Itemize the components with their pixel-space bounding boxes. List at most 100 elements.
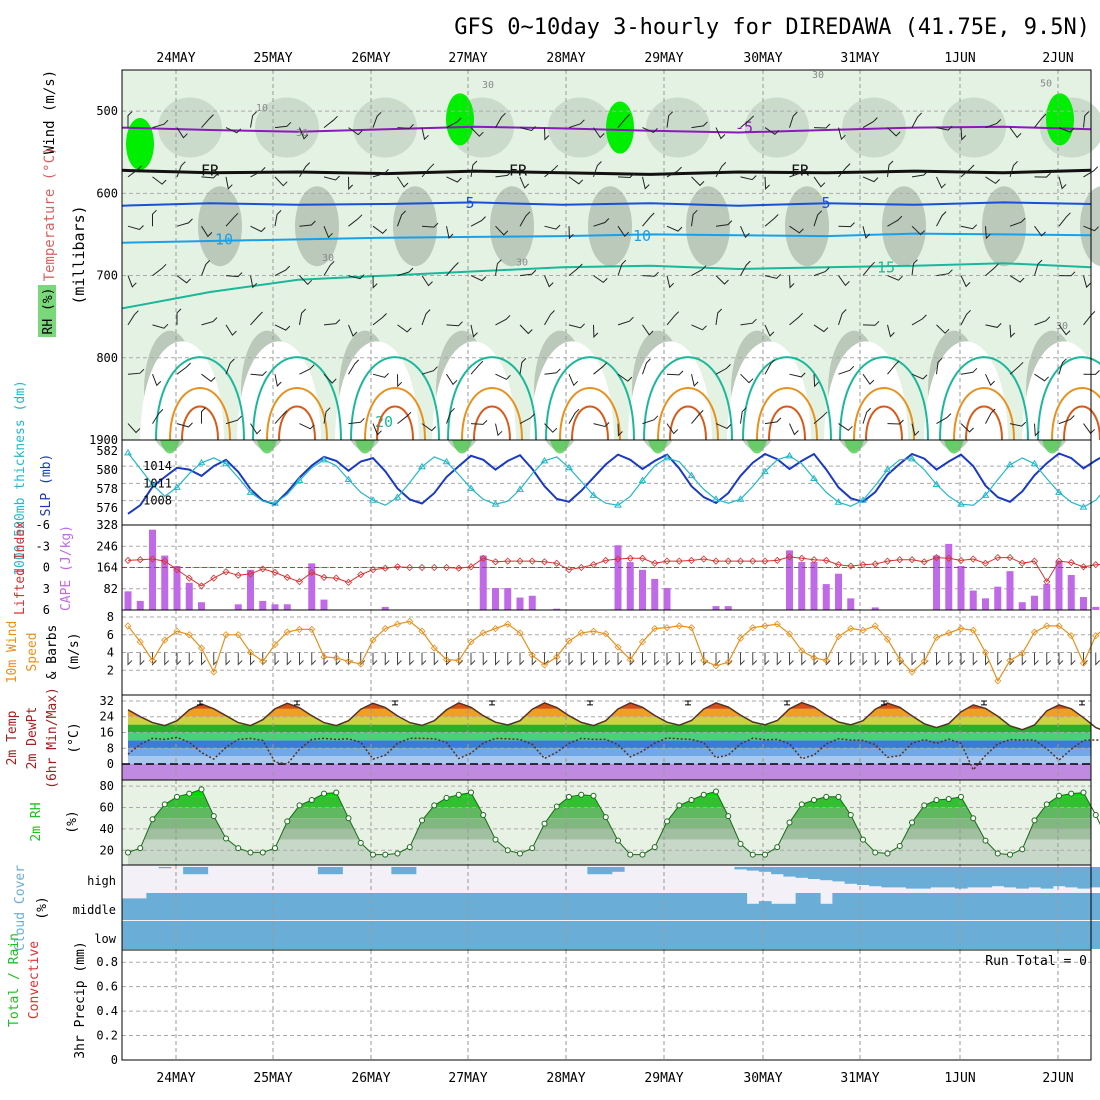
- rh-green-core: [606, 101, 634, 154]
- rh2m-marker: [651, 844, 658, 851]
- minmax-bar: [197, 700, 203, 706]
- li-marker: [847, 562, 855, 570]
- wind-barb: [421, 222, 439, 228]
- cloud-cell: [183, 867, 196, 875]
- wind-barb: [642, 358, 651, 375]
- li-marker: [369, 566, 377, 574]
- wind-barb: [225, 415, 242, 425]
- cloud-cell: [844, 867, 858, 884]
- cloud-cell: [783, 921, 797, 949]
- rh2m-marker: [1031, 817, 1038, 824]
- wind10-marker: [969, 626, 977, 634]
- cloud-cell: [526, 921, 539, 949]
- wind-barb: [299, 127, 309, 140]
- cloud-cell: [905, 893, 919, 920]
- wind10-line: [127, 620, 1100, 683]
- rh2m-marker: [272, 845, 278, 852]
- wind-barb: [691, 176, 705, 187]
- date-label-bottom: 26MAY: [351, 1071, 390, 1086]
- cape-bar: [1067, 575, 1075, 610]
- wind-barb: [519, 413, 535, 425]
- cloud-cell: [146, 921, 160, 949]
- wind10-marker: [124, 622, 132, 630]
- wind-barb: [936, 413, 952, 425]
- isotherm-loop: [953, 387, 1015, 441]
- rh2m-marker: [296, 802, 303, 809]
- cloud-cell: [905, 921, 919, 949]
- wind-barb: [568, 323, 585, 329]
- cloud-cell: [428, 921, 441, 949]
- wind10-marker: [920, 657, 928, 665]
- rh2m-marker: [1007, 851, 1013, 858]
- cloud-cell: [415, 921, 429, 949]
- thickness-marker: [393, 493, 402, 500]
- wind10-label-b: Speed: [25, 632, 40, 671]
- rh2m-marker: [419, 817, 425, 824]
- rh2m-tick: 20: [100, 843, 114, 857]
- cloud-cell: [832, 921, 846, 949]
- rh2m-marker: [835, 793, 842, 800]
- rh2m-marker: [284, 818, 291, 825]
- minmax-bar: [1079, 700, 1085, 706]
- cloud-cell: [905, 867, 919, 889]
- wind-barb: [642, 176, 650, 190]
- rh2m-marker: [762, 851, 768, 858]
- wind10-marker: [369, 636, 377, 644]
- cloud-cell: [354, 921, 368, 949]
- wind-barb: [1034, 259, 1043, 276]
- cloud-cell: [256, 921, 270, 949]
- cloud-cell: [673, 893, 686, 920]
- cloud-cell: [391, 867, 405, 875]
- wind-barb: [568, 176, 584, 185]
- isotherm-loop: [447, 356, 537, 441]
- li-marker: [1067, 558, 1075, 567]
- cloud-cell: [1065, 867, 1078, 888]
- wind10-marker: [896, 656, 904, 664]
- wind10-marker: [994, 677, 1002, 685]
- isotherm-loop: [657, 387, 719, 441]
- wind10-barb: [789, 652, 794, 666]
- wind-barb: [617, 114, 631, 128]
- rh2m-marker: [872, 849, 879, 856]
- wind-barb: [740, 225, 750, 239]
- cloud-cell: [1089, 893, 1100, 920]
- wind-barb: [691, 209, 698, 227]
- wind-barb: [764, 214, 779, 227]
- rh-legend-label: RH (%): [41, 288, 56, 335]
- wind10-label-c: & Barbs: [45, 625, 60, 680]
- wind-barb: [887, 275, 903, 281]
- li-marker: [332, 574, 340, 582]
- wind-barb: [348, 324, 358, 337]
- cloud-cell: [562, 893, 576, 920]
- li-marker: [173, 566, 181, 574]
- thickness-marker: [540, 456, 549, 464]
- cloud-cell: [1028, 867, 1042, 888]
- cloud-cell: [550, 893, 564, 920]
- isotherm-15: [121, 262, 1092, 310]
- li-marker: [589, 561, 598, 569]
- wind-barb: [593, 422, 610, 428]
- wind-barb: [495, 373, 511, 380]
- cloud-cell: [636, 893, 650, 920]
- wind-barb: [250, 275, 258, 289]
- wind-barb: [397, 124, 414, 129]
- li-marker: [724, 557, 732, 565]
- wind-barb: [960, 423, 974, 433]
- wind-barb: [544, 164, 559, 178]
- wind10-barb: [801, 652, 807, 666]
- wind-barb: [862, 261, 875, 276]
- wind-barb: [519, 324, 533, 335]
- cloud-cell: [636, 921, 650, 949]
- cloud-cell: [342, 893, 356, 920]
- cloud-unit: (%): [35, 896, 50, 919]
- wind-barb: [887, 160, 894, 177]
- isotherm-loop: [181, 405, 219, 441]
- rh2m-marker: [553, 803, 560, 810]
- wind-barb: [642, 271, 659, 277]
- wind10-barb: [372, 652, 378, 666]
- cloud-label: Cloud Cover: [13, 865, 28, 951]
- wind-barb: [397, 210, 406, 227]
- precip-total-label: Total / Rain: [7, 933, 22, 1027]
- wind-barb: [715, 275, 729, 285]
- cloud-cell: [1003, 921, 1017, 949]
